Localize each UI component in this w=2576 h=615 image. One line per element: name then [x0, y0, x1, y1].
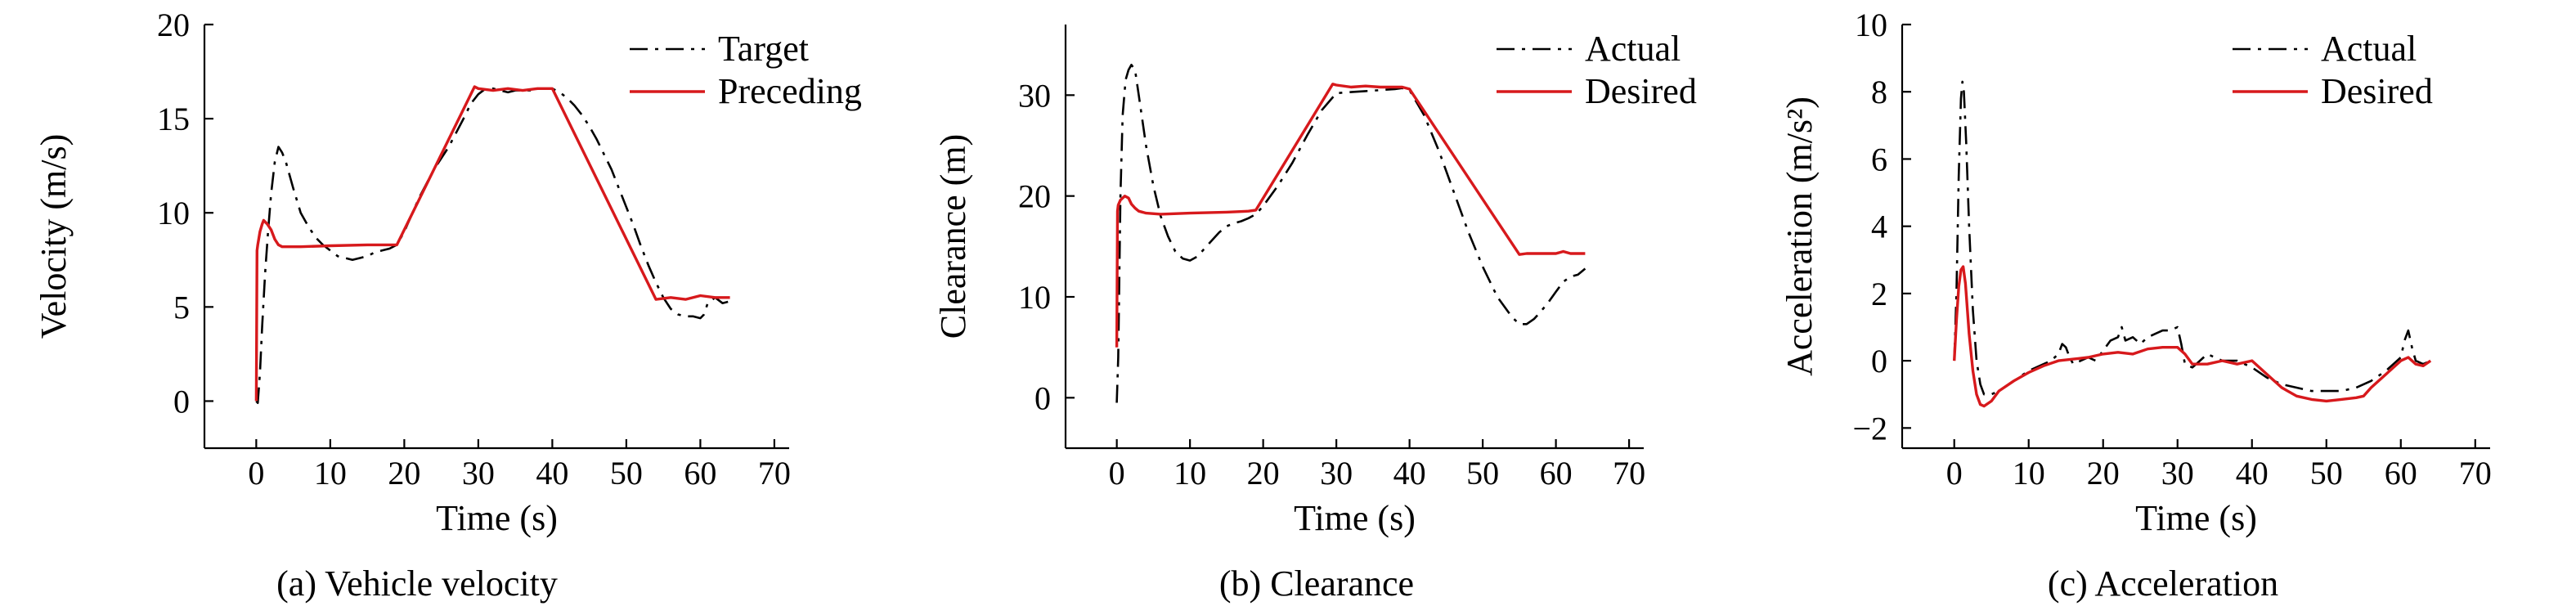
x-tick-label: 50	[2310, 455, 2343, 492]
y-tick-label: −2	[1852, 410, 1887, 447]
x-tick-label: 50	[1466, 455, 1499, 492]
x-tick-label: 20	[2087, 455, 2120, 492]
y-tick-label: 4	[1871, 209, 1887, 245]
x-tick-label: 60	[2385, 455, 2417, 492]
x-tick-label: 40	[2236, 455, 2269, 492]
x-axis-title-velocity: Time (s)	[436, 498, 558, 538]
caption-velocity: (a) Vehicle velocity	[276, 563, 558, 604]
x-tick-label: 30	[2161, 455, 2194, 492]
legend-label-preceding: Preceding	[718, 71, 862, 111]
x-tick-label: 40	[1393, 455, 1426, 492]
series-line-desired	[1953, 265, 2432, 408]
legend-label-actual: Actual	[2321, 29, 2417, 69]
y-tick-label: 2	[1871, 276, 1887, 312]
y-tick-label: 20	[1018, 178, 1051, 215]
panel-acceleration: (c) Acceleration 0 10 20 30 40 50 60 70 −2 0 2 4 6 8 1…	[1779, 7, 2492, 604]
y-tick-label: 20	[157, 7, 190, 43]
series-line-actual	[1953, 80, 2431, 396]
y-tick-label: 10	[1018, 279, 1051, 316]
series-line-preceding	[254, 85, 730, 402]
series-line-actual	[1115, 64, 1586, 403]
x-tick-label: 70	[758, 455, 791, 492]
x-tick-label: 20	[388, 455, 420, 492]
x-axis-title-acceleration: Time (s)	[2135, 498, 2257, 538]
y-tick-label: 10	[1855, 7, 1887, 43]
x-tick-label: 0	[248, 455, 264, 492]
y-tick-label: 6	[1871, 141, 1887, 177]
x-tick-label: 70	[1613, 455, 1645, 492]
x-tick-label: 10	[1174, 455, 1206, 492]
x-axis-title-clearance: Time (s)	[1294, 498, 1416, 538]
y-tick-label: 0	[1034, 379, 1051, 416]
x-tick-label: 60	[1540, 455, 1573, 492]
panel-clearance: (b) Clearance 0 10 20 30 40 50 60 70 0 10 20 30 Time…	[933, 25, 1697, 604]
y-tick-label: 0	[1871, 343, 1887, 379]
y-tick-label: 30	[1018, 77, 1051, 114]
x-tick-label: 30	[1320, 455, 1353, 492]
x-tick-label: 50	[610, 455, 643, 492]
caption-clearance: (b) Clearance	[1219, 563, 1414, 604]
y-tick-label: 8	[1871, 74, 1887, 110]
x-tick-label: 30	[462, 455, 495, 492]
y-tick-label: 0	[173, 383, 190, 420]
x-tick-label: 40	[536, 455, 568, 492]
x-tick-label: 0	[1109, 455, 1125, 492]
legend-label-desired: Desired	[1585, 71, 1697, 111]
caption-acceleration: (c) Acceleration	[2048, 563, 2278, 604]
legend-label-target: Target	[718, 29, 809, 69]
legend-label-desired: Desired	[2321, 71, 2433, 111]
y-tick-label: 10	[157, 195, 190, 231]
series-line-desired	[1115, 83, 1586, 348]
x-tick-label: 10	[314, 455, 347, 492]
y-axis-title-clearance: Clearance (m)	[933, 134, 973, 339]
x-tick-label: 60	[684, 455, 716, 492]
y-axis-title-velocity: Velocity (m/s)	[34, 134, 74, 339]
x-tick-label: 20	[1247, 455, 1280, 492]
y-tick-label: 15	[157, 101, 190, 137]
panel-velocity: (a) Vehicle velocity 0 10 20 30 40 50 60 70 0 5 10…	[34, 7, 862, 604]
y-tick-label: 5	[173, 289, 190, 325]
legend-label-actual: Actual	[1585, 29, 1681, 69]
x-tick-label: 70	[2459, 455, 2492, 492]
x-tick-label: 10	[2013, 455, 2045, 492]
y-axis-title-acceleration: Acceleration (m/s²)	[1779, 97, 1820, 376]
x-tick-label: 0	[1946, 455, 1963, 492]
